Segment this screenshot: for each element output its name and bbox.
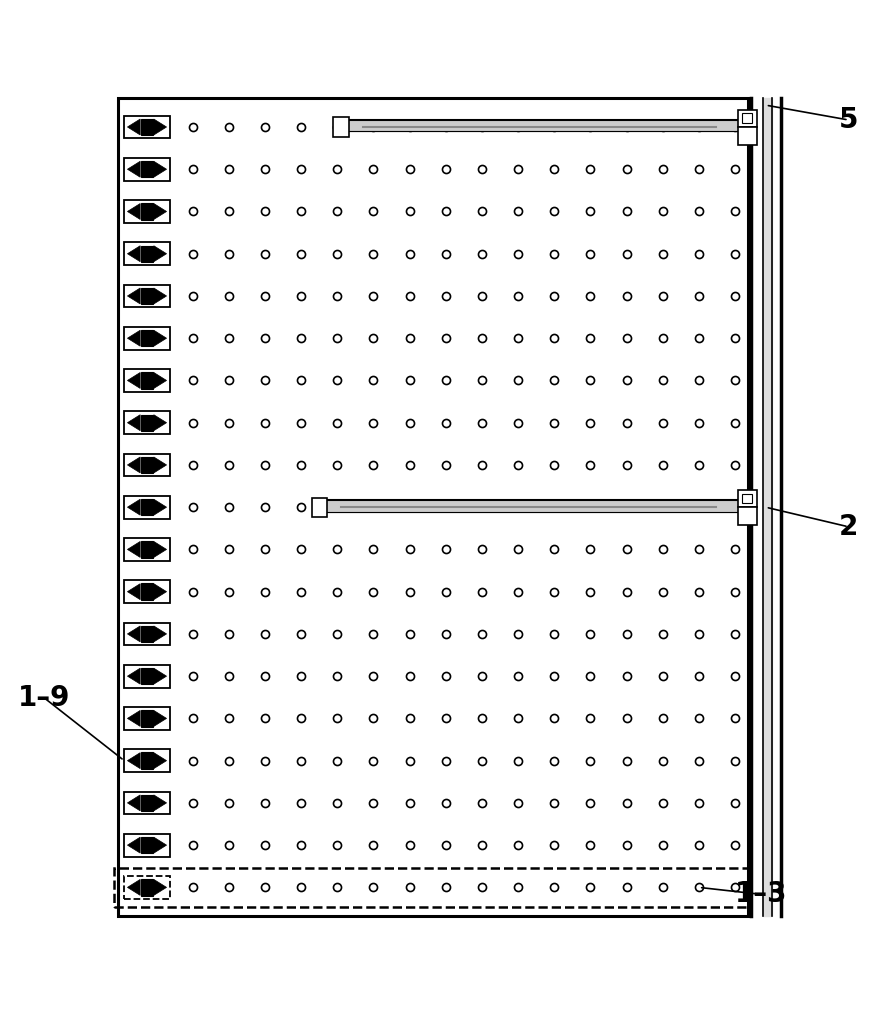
Bar xyxy=(124,834,170,856)
Bar xyxy=(124,707,170,730)
Bar xyxy=(141,584,153,600)
Bar xyxy=(141,457,153,473)
Bar xyxy=(124,876,170,899)
Polygon shape xyxy=(128,457,140,473)
Polygon shape xyxy=(154,669,166,684)
Bar xyxy=(141,668,153,685)
Bar xyxy=(141,710,153,726)
Bar xyxy=(124,242,170,265)
Bar xyxy=(742,494,752,503)
Polygon shape xyxy=(128,752,140,769)
Polygon shape xyxy=(154,288,166,304)
Polygon shape xyxy=(154,204,166,219)
Polygon shape xyxy=(128,204,140,219)
Polygon shape xyxy=(128,541,140,558)
Bar xyxy=(124,749,170,772)
Bar xyxy=(141,373,153,389)
Bar xyxy=(118,98,748,916)
Polygon shape xyxy=(154,837,166,853)
Bar xyxy=(738,507,757,524)
Polygon shape xyxy=(154,499,166,515)
Bar xyxy=(141,245,153,262)
Bar xyxy=(124,581,170,603)
Bar xyxy=(141,626,153,642)
Bar xyxy=(141,414,153,431)
Bar xyxy=(141,161,153,178)
Polygon shape xyxy=(154,626,166,642)
Bar xyxy=(141,203,153,220)
Polygon shape xyxy=(154,710,166,726)
Polygon shape xyxy=(154,457,166,473)
Bar xyxy=(124,327,170,349)
Polygon shape xyxy=(128,669,140,684)
Polygon shape xyxy=(128,880,140,895)
Polygon shape xyxy=(154,245,166,262)
Bar xyxy=(124,200,170,223)
Bar xyxy=(738,127,757,144)
Bar xyxy=(141,795,153,811)
Bar xyxy=(141,752,153,769)
Bar xyxy=(141,541,153,558)
Bar xyxy=(742,113,752,123)
Bar xyxy=(124,369,170,392)
Polygon shape xyxy=(154,795,166,811)
Polygon shape xyxy=(128,373,140,389)
Bar xyxy=(738,109,757,127)
Polygon shape xyxy=(128,245,140,262)
Bar xyxy=(141,879,153,896)
Text: 5: 5 xyxy=(839,106,858,134)
Polygon shape xyxy=(154,541,166,558)
Polygon shape xyxy=(128,119,140,135)
Bar xyxy=(124,158,170,181)
Bar xyxy=(333,117,349,136)
Polygon shape xyxy=(154,119,166,135)
Bar xyxy=(141,837,153,853)
Polygon shape xyxy=(154,880,166,895)
Text: 1–9: 1–9 xyxy=(18,684,70,711)
Polygon shape xyxy=(128,837,140,853)
Bar xyxy=(124,115,170,138)
Text: 1–3: 1–3 xyxy=(735,881,788,908)
Bar xyxy=(312,498,327,517)
Bar xyxy=(114,869,751,907)
Polygon shape xyxy=(128,499,140,515)
Polygon shape xyxy=(128,710,140,726)
Bar xyxy=(738,490,757,507)
Text: 2: 2 xyxy=(839,513,858,541)
Bar xyxy=(124,453,170,477)
Bar xyxy=(124,538,170,561)
Polygon shape xyxy=(154,752,166,769)
Polygon shape xyxy=(154,330,166,346)
Polygon shape xyxy=(154,373,166,389)
Bar xyxy=(124,285,170,307)
Polygon shape xyxy=(128,288,140,304)
Polygon shape xyxy=(154,162,166,177)
Bar xyxy=(141,288,153,304)
Bar xyxy=(141,499,153,515)
Polygon shape xyxy=(128,795,140,811)
Bar xyxy=(124,792,170,814)
Bar xyxy=(141,330,153,346)
Bar xyxy=(124,411,170,434)
Bar xyxy=(141,119,153,135)
Polygon shape xyxy=(128,584,140,600)
Bar xyxy=(124,496,170,518)
Bar xyxy=(124,665,170,688)
Polygon shape xyxy=(128,626,140,642)
Polygon shape xyxy=(154,415,166,430)
Polygon shape xyxy=(128,330,140,346)
Bar xyxy=(124,622,170,645)
Polygon shape xyxy=(128,162,140,177)
Polygon shape xyxy=(154,584,166,600)
Polygon shape xyxy=(128,415,140,430)
